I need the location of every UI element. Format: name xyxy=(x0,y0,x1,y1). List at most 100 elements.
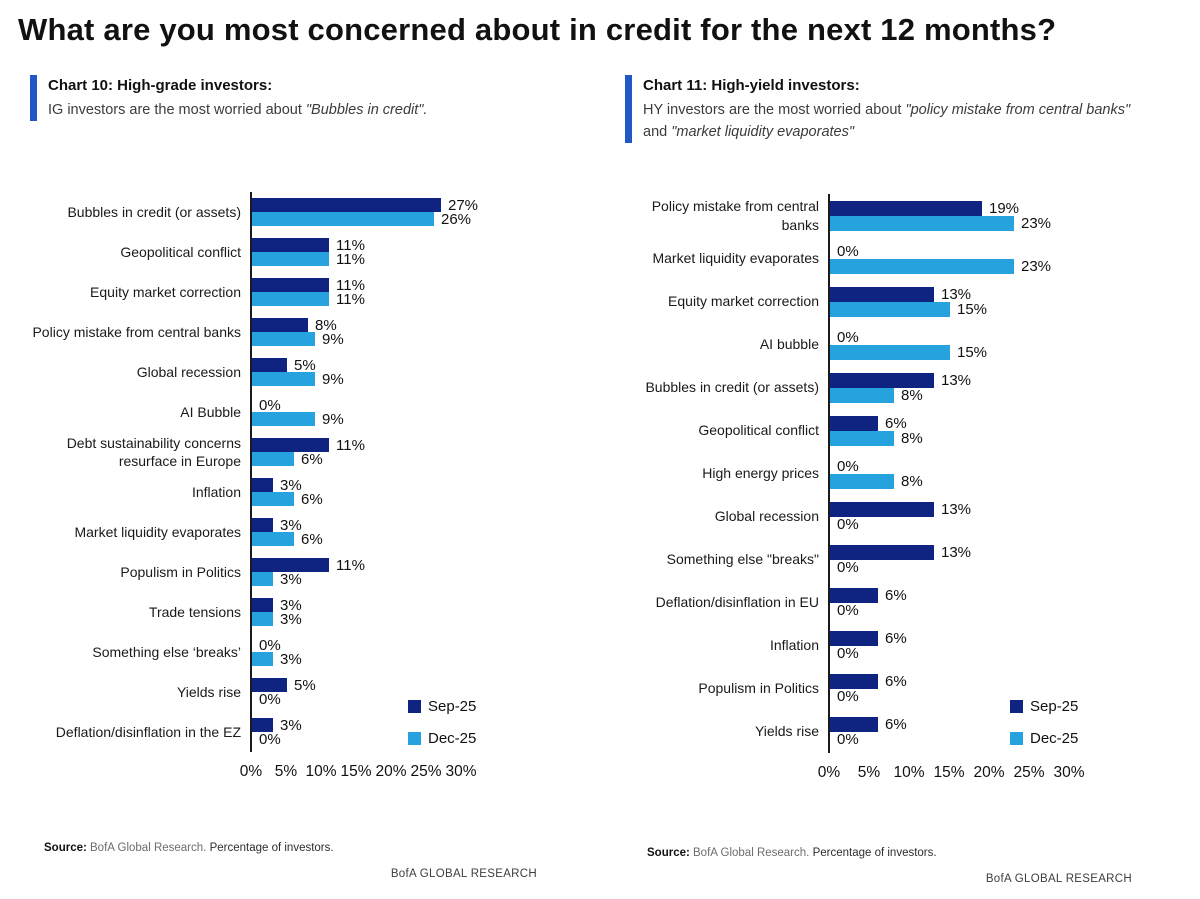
legend-swatch-dec25 xyxy=(408,732,421,745)
x-tick-label: 0% xyxy=(239,763,263,780)
category-label: Debt sustainability concerns resurface i… xyxy=(66,434,241,469)
bar-line: 0% xyxy=(830,516,1140,533)
x-tick-label: 20% xyxy=(375,763,407,780)
bar-dec-25 xyxy=(830,430,894,446)
text-segment: "Bubbles in credit". xyxy=(305,101,428,118)
bar-line: 6% xyxy=(830,673,1140,690)
value-label: 0% xyxy=(837,242,859,260)
value-label: 11% xyxy=(336,276,365,294)
bar-dec-25 xyxy=(252,292,329,306)
bar-line: 0% xyxy=(830,458,1140,475)
chart-row: Populism in Politics 6% 0% xyxy=(625,667,1140,710)
value-label: 23% xyxy=(1021,214,1052,232)
bar-sep-25 xyxy=(252,198,441,212)
value-label: 8% xyxy=(315,316,337,334)
chart11-source-note: Source: BofA Global Research. Percentage… xyxy=(647,847,937,859)
bar-sep-25 xyxy=(830,286,934,302)
value-label: 3% xyxy=(280,610,302,628)
value-label: 13% xyxy=(941,371,972,389)
text-segment: "market liquidity evaporates" xyxy=(671,123,854,140)
category-label: Trade tensions xyxy=(148,603,241,620)
page-title: What are you most concerned about in cre… xyxy=(18,12,1057,47)
bar-line: 8% xyxy=(830,473,1140,490)
value-label: 6% xyxy=(885,629,907,647)
chart-row: AI bubble 0% 15% xyxy=(625,323,1140,366)
bar-area: 0% 8% xyxy=(828,452,1140,495)
bar-dec-25 xyxy=(252,412,315,426)
value-label: 6% xyxy=(885,414,907,432)
bar-area: 11% 11% xyxy=(250,272,555,312)
value-label: 13% xyxy=(941,285,972,303)
bar-area: 6% 0% xyxy=(828,667,1140,710)
bar-line: 0% xyxy=(252,730,555,748)
legend-swatch-sep25 xyxy=(408,700,421,713)
bar-dec-25 xyxy=(252,652,273,666)
chart-row: Trade tensions 3% 3% xyxy=(30,592,555,632)
bar-line: 11% xyxy=(252,437,555,454)
category-label: Yields rise xyxy=(754,723,819,740)
bar-sep-25 xyxy=(830,372,934,388)
accent-bar xyxy=(30,75,37,121)
bar-area: 0% 23% xyxy=(828,237,1140,280)
bar-area: 3% 3% xyxy=(250,592,555,632)
bar-sep-25 xyxy=(830,630,878,646)
x-tick-label: 10% xyxy=(893,764,925,781)
bar-line: 0% xyxy=(830,688,1140,705)
bar-line: 19% xyxy=(830,200,1140,217)
category-label: Geopolitical conflict xyxy=(698,422,819,439)
bar-line: 6% xyxy=(252,451,555,468)
chart11-header: Chart 11: High-yield investors: HY inves… xyxy=(625,75,1140,144)
chart-row: Bubbles in credit (or assets) 27% 26% xyxy=(30,192,555,232)
x-tick-label: 25% xyxy=(1013,764,1045,781)
chart11-heading: Chart 11: High-yield investors: xyxy=(643,77,860,94)
chart-row: Inflation 3% 6% xyxy=(30,472,555,512)
value-label: 0% xyxy=(259,730,281,748)
value-label: 0% xyxy=(837,558,859,576)
bar-area: 5% 9% xyxy=(250,352,555,392)
value-label: 11% xyxy=(336,250,365,268)
bar-line: 0% xyxy=(830,645,1140,662)
bar-dec-25 xyxy=(830,387,894,403)
bar-area: 0% 9% xyxy=(250,392,555,432)
chart10-panel: Chart 10: High-grade investors: IG inves… xyxy=(30,0,555,899)
text-segment: HY investors are the most worried about xyxy=(643,101,906,118)
bar-area: 3% 6% xyxy=(250,512,555,552)
bar-sep-25 xyxy=(830,544,934,560)
bar-line: 8% xyxy=(252,316,555,334)
bar-sep-25 xyxy=(830,673,878,689)
category-label: Something else "breaks" xyxy=(666,551,819,568)
bar-line: 0% xyxy=(252,397,555,414)
high-yield-bar-chart: Policy mistake from central banks 19% 23% M… xyxy=(625,194,1140,784)
bar-area: 0% 15% xyxy=(828,323,1140,366)
value-label: 5% xyxy=(294,676,316,694)
value-label: 15% xyxy=(957,300,988,318)
bar-line: 8% xyxy=(830,430,1140,447)
chart-row: Inflation 6% 0% xyxy=(625,624,1140,667)
bar-line: 13% xyxy=(830,285,1140,303)
chart-row: Yields rise 6% 0% xyxy=(625,710,1140,753)
chart-row: Equity market correction 11% 11% xyxy=(30,272,555,312)
bar-area: 0% 3% xyxy=(250,632,555,672)
bar-line: 11% xyxy=(252,557,555,574)
x-tick-label: 20% xyxy=(973,764,1005,781)
chart-row: Geopolitical conflict 11% 11% xyxy=(30,232,555,272)
category-label: Deflation/disinflation in EU xyxy=(655,594,819,611)
category-label: Equity market correction xyxy=(90,283,241,300)
bar-dec-25 xyxy=(830,215,1014,231)
bar-sep-25 xyxy=(830,415,878,431)
value-label: 9% xyxy=(322,330,344,348)
x-tick-label: 10% xyxy=(305,763,337,780)
category-label: Populism in Politics xyxy=(698,680,819,697)
bar-area: 8% 9% xyxy=(250,312,555,352)
legend-item-dec25: Dec-25 xyxy=(408,730,476,747)
bar-area: 6% 8% xyxy=(828,409,1140,452)
value-label: 13% xyxy=(941,543,972,561)
legend-label-sep25: Sep-25 xyxy=(1030,698,1079,715)
chart10-legend: Sep-25 Dec-25 xyxy=(408,698,476,747)
text-segment: BofA Global Research. xyxy=(90,842,210,854)
bar-line: 15% xyxy=(830,344,1140,361)
bar-dec-25 xyxy=(252,492,294,506)
value-label: 0% xyxy=(837,601,859,619)
chart11-subtitle: HY investors are the most worried about … xyxy=(643,99,1140,144)
value-label: 3% xyxy=(280,516,302,534)
